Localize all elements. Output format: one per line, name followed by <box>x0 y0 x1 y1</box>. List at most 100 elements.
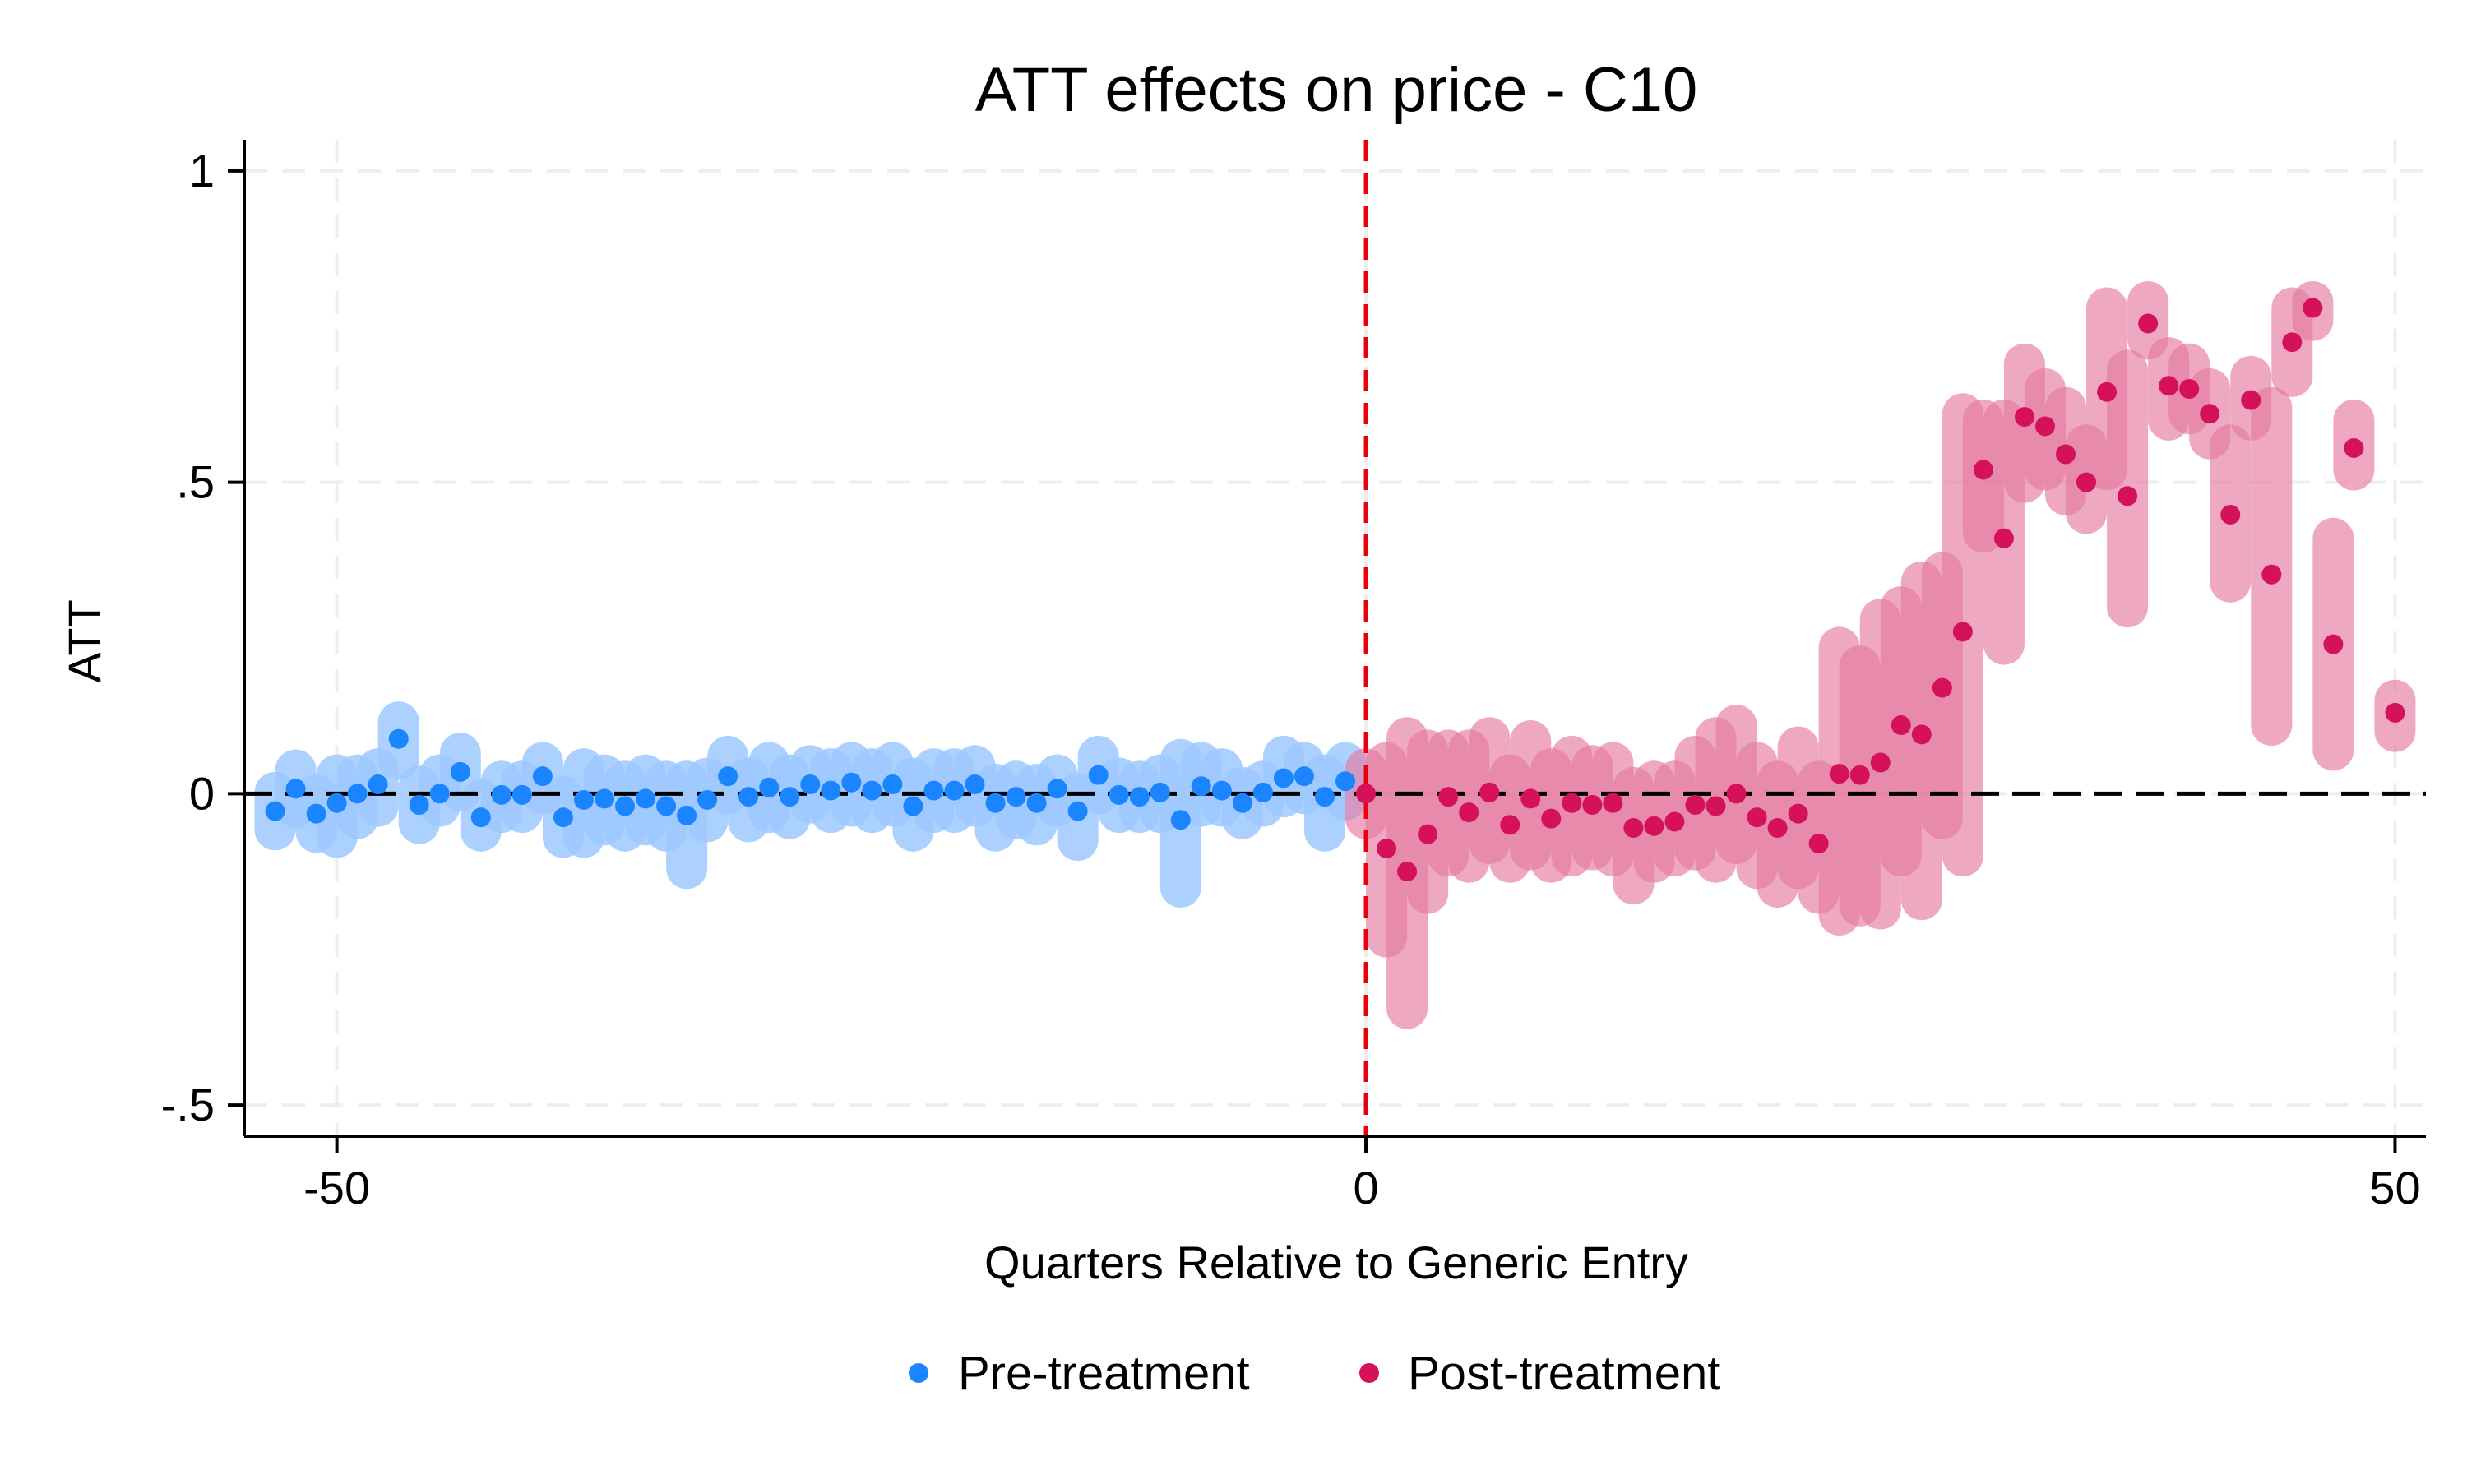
y-tick-label: .5 <box>176 456 215 508</box>
point-pre-treatment <box>1067 801 1088 821</box>
point-pre-treatment <box>573 789 594 810</box>
point-pre-treatment <box>965 774 985 795</box>
point-pre-treatment <box>470 807 491 828</box>
point-post-treatment <box>2179 379 2200 399</box>
point-pre-treatment <box>491 784 511 805</box>
point-pre-treatment <box>780 787 800 807</box>
point-post-treatment <box>2076 472 2097 492</box>
point-post-treatment <box>1747 807 1767 828</box>
point-pre-treatment <box>1252 782 1273 802</box>
point-post-treatment <box>1397 862 1418 882</box>
point-pre-treatment <box>1191 776 1211 797</box>
point-pre-treatment <box>409 795 429 816</box>
point-pre-treatment <box>1170 810 1191 830</box>
point-pre-treatment <box>1026 793 1047 813</box>
point-post-treatment <box>1932 677 1952 698</box>
point-post-treatment <box>2303 298 2323 318</box>
point-post-treatment <box>2014 407 2034 428</box>
point-post-treatment <box>1685 795 1706 816</box>
x-tick-label: -50 <box>303 1162 370 1214</box>
point-pre-treatment <box>1314 787 1335 807</box>
point-post-treatment <box>1500 815 1520 835</box>
point-pre-treatment <box>553 807 573 828</box>
point-pre-treatment <box>1047 779 1067 799</box>
point-post-treatment <box>1582 795 1603 816</box>
legend-label-pre-treatment: Pre-treatment <box>958 1347 1250 1400</box>
point-pre-treatment <box>656 796 677 816</box>
point-post-treatment <box>1993 528 2014 548</box>
point-pre-treatment <box>841 772 862 793</box>
point-pre-treatment <box>1273 768 1294 788</box>
point-post-treatment <box>1808 833 1829 853</box>
point-post-treatment <box>1767 818 1788 839</box>
y-axis-title: ATT <box>58 599 110 683</box>
legend: Pre-treatment Post-treatment <box>909 1347 1720 1400</box>
point-pre-treatment <box>677 805 697 825</box>
chart-title: ATT effects on price - C10 <box>975 55 1698 125</box>
point-pre-treatment <box>450 761 470 782</box>
point-post-treatment <box>1418 824 1438 844</box>
point-post-treatment <box>2241 390 2261 410</box>
point-pre-treatment <box>903 796 923 816</box>
point-pre-treatment <box>594 788 614 809</box>
point-pre-treatment <box>429 784 450 804</box>
point-post-treatment <box>2097 381 2118 402</box>
point-post-treatment <box>2323 634 2344 654</box>
point-pre-treatment <box>944 780 965 801</box>
point-post-treatment <box>2282 332 2303 353</box>
point-post-treatment <box>2385 702 2405 723</box>
point-pre-treatment <box>615 796 636 816</box>
point-post-treatment <box>1520 788 1541 809</box>
point-pre-treatment <box>285 779 306 799</box>
point-post-treatment <box>1849 765 1870 785</box>
point-post-treatment <box>1562 793 1582 813</box>
point-pre-treatment <box>821 780 841 801</box>
point-pre-treatment <box>862 780 882 801</box>
point-post-treatment <box>2261 564 2282 585</box>
point-post-treatment <box>1603 793 1623 813</box>
point-post-treatment <box>2344 437 2364 458</box>
point-post-treatment <box>2138 313 2159 334</box>
point-pre-treatment <box>718 766 738 787</box>
y-tick-label: 0 <box>189 767 215 819</box>
legend-label-post-treatment: Post-treatment <box>1408 1347 1720 1400</box>
point-post-treatment <box>1788 803 1808 824</box>
point-post-treatment <box>1459 802 1479 823</box>
point-pre-treatment <box>347 784 368 804</box>
point-post-treatment <box>2034 416 2055 437</box>
point-post-treatment <box>1541 808 1562 829</box>
point-post-treatment <box>1952 622 1973 642</box>
point-post-treatment <box>1911 724 1932 745</box>
legend-marker-post-treatment <box>1359 1363 1379 1383</box>
point-pre-treatment <box>800 774 821 795</box>
point-pre-treatment <box>1006 787 1026 807</box>
point-pre-treatment <box>511 784 532 805</box>
point-post-treatment <box>2200 404 2220 424</box>
legend-marker-pre-treatment <box>909 1363 928 1383</box>
point-pre-treatment <box>882 774 903 795</box>
point-post-treatment <box>1706 796 1726 816</box>
point-estimates <box>265 298 2405 882</box>
point-pre-treatment <box>368 774 388 795</box>
reference-lines <box>244 140 2426 1136</box>
point-pre-treatment <box>1088 765 1109 785</box>
point-post-treatment <box>1829 764 1849 784</box>
point-post-treatment <box>1623 818 1644 839</box>
x-axis-title: Quarters Relative to Generic Entry <box>984 1237 1688 1288</box>
point-post-treatment <box>1479 782 1500 802</box>
point-post-treatment <box>1377 839 1397 859</box>
point-pre-treatment <box>1109 784 1129 805</box>
point-post-treatment <box>2159 376 2179 396</box>
point-pre-treatment <box>636 788 656 809</box>
point-pre-treatment <box>923 780 944 801</box>
point-post-treatment <box>1438 787 1459 807</box>
point-post-treatment <box>1644 816 1664 836</box>
point-pre-treatment <box>759 777 780 797</box>
point-pre-treatment <box>1335 771 1356 792</box>
y-tick-label: 1 <box>189 145 215 196</box>
point-pre-treatment <box>1211 780 1232 801</box>
x-tick-label: 0 <box>1353 1162 1378 1214</box>
point-post-treatment <box>2056 444 2076 465</box>
